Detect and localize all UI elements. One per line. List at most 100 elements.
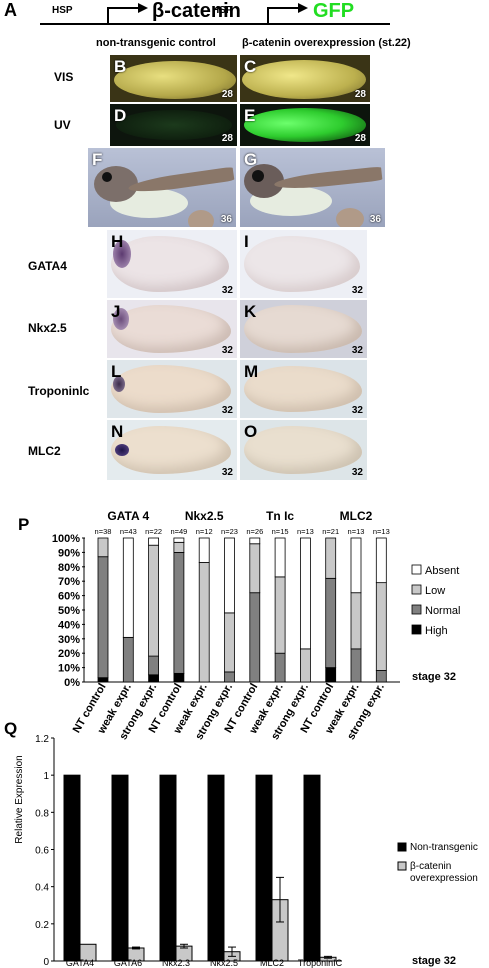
stage-label-e: 28 bbox=[354, 133, 366, 144]
panel-letter-h: H bbox=[111, 232, 124, 251]
panel-l-troponin-control: L 32 bbox=[107, 360, 237, 418]
stage-label-l: 32 bbox=[221, 405, 233, 416]
row-label-vis: VIS bbox=[54, 70, 74, 84]
p-bar-segment bbox=[148, 655, 160, 676]
row-label-nkx25: Nkx2.5 bbox=[28, 321, 67, 335]
panel-letter-a: A bbox=[4, 0, 17, 20]
p-bar-segment bbox=[97, 537, 109, 558]
p-bar-segment bbox=[97, 556, 109, 679]
p-bar-segment bbox=[249, 543, 261, 594]
p-ytick-label: 90% bbox=[58, 547, 80, 559]
p-bar-segment bbox=[198, 537, 210, 563]
p-n-label: n=43 bbox=[120, 527, 137, 536]
p-bar-segment bbox=[274, 652, 286, 683]
q-category-label: Nkx2.5 bbox=[210, 958, 238, 968]
panel-letter-j: J bbox=[111, 302, 121, 321]
column-header-control: non-transgenic control bbox=[96, 37, 216, 49]
p-bar-segment bbox=[173, 672, 185, 683]
q-legend-swatch bbox=[397, 861, 407, 871]
stage-label-b: 28 bbox=[221, 89, 233, 100]
p-n-label: n=49 bbox=[170, 527, 187, 536]
stage-label-o: 32 bbox=[351, 467, 363, 478]
p-group-title: GATA 4 bbox=[107, 509, 149, 523]
p-n-label: n=21 bbox=[322, 527, 339, 536]
stage-label-j: 32 bbox=[221, 345, 233, 356]
p-legend-label: Low bbox=[425, 585, 445, 597]
q-category-label: GATA6 bbox=[114, 958, 142, 968]
p-n-label: n=23 bbox=[221, 527, 238, 536]
q-ytick-label: 0.2 bbox=[35, 920, 49, 931]
q-bar-nontransgenic bbox=[207, 774, 225, 962]
p-n-label: n=12 bbox=[196, 527, 213, 536]
p-group-title: Nkx2.5 bbox=[185, 509, 224, 523]
p-bar-segment bbox=[198, 562, 210, 683]
panel-e-uv-overexpression: E 28 bbox=[240, 104, 370, 146]
p-ytick-label: 0% bbox=[64, 677, 80, 689]
row-label-troponin: Troponinlc bbox=[28, 384, 90, 398]
panel-letter-b: B bbox=[114, 57, 127, 76]
p-bar-segment bbox=[173, 537, 185, 543]
p-bar-segment bbox=[325, 667, 337, 683]
p-bar-segment bbox=[148, 674, 160, 683]
p-bar-segment bbox=[299, 648, 311, 683]
p-legend-label: High bbox=[425, 625, 448, 637]
p-n-label: n=22 bbox=[145, 527, 162, 536]
panel-letter-l: L bbox=[111, 362, 122, 381]
p-bar-segment bbox=[350, 537, 362, 594]
panel-j-nkx25-control: J 32 bbox=[107, 300, 237, 358]
stage-label-i: 32 bbox=[351, 285, 363, 296]
panel-c-vis-overexpression: C 28 bbox=[240, 55, 370, 102]
p-ytick-label: 100% bbox=[52, 533, 80, 545]
panel-letter-e: E bbox=[244, 106, 256, 125]
p-ytick-label: 30% bbox=[58, 634, 80, 646]
panel-letter-i: I bbox=[244, 232, 249, 251]
p-bar-segment bbox=[173, 541, 185, 553]
panel-letter-d: D bbox=[114, 106, 127, 125]
p-group-title: Tn Ic bbox=[266, 509, 294, 523]
p-legend-label: Normal bbox=[425, 605, 460, 617]
q-ytick-label: 0 bbox=[43, 957, 49, 968]
construct-lines bbox=[40, 3, 390, 25]
column-header-overexpression: β-catenin overexpression (st.22) bbox=[242, 37, 411, 49]
stage-label-k: 32 bbox=[351, 345, 363, 356]
p-bar-segment bbox=[249, 592, 261, 683]
p-bar-segment bbox=[224, 671, 235, 683]
panel-letter-q: Q bbox=[4, 719, 17, 738]
p-bar-segment bbox=[350, 648, 362, 683]
p-ytick-label: 50% bbox=[58, 605, 80, 617]
panel-letter-n: N bbox=[111, 422, 124, 441]
p-bar-segment bbox=[375, 582, 387, 671]
panel-b-vis-control: B 28 bbox=[110, 55, 237, 102]
q-legend-label: β-catenin bbox=[410, 861, 451, 872]
promoter-label-2: HSP bbox=[212, 5, 233, 16]
panel-m-troponin-overexpression: M 32 bbox=[240, 360, 367, 418]
q-bar-nontransgenic bbox=[159, 774, 177, 962]
q-bar-nontransgenic bbox=[255, 774, 273, 962]
stage-label-h: 32 bbox=[221, 285, 233, 296]
panel-letter-g: G bbox=[244, 150, 258, 169]
stage-label-c: 28 bbox=[354, 89, 366, 100]
p-bar-segment bbox=[224, 537, 235, 614]
panel-letter-c: C bbox=[244, 57, 257, 76]
p-bar-segment bbox=[325, 537, 337, 579]
p-legend-swatch bbox=[411, 604, 422, 615]
panel-i-gata4-overexpression: I 32 bbox=[240, 230, 367, 298]
p-n-label: n=13 bbox=[348, 527, 365, 536]
p-bar-segment bbox=[122, 636, 134, 683]
stage-label-f: 36 bbox=[220, 214, 232, 225]
p-bar-segment bbox=[122, 537, 134, 638]
p-stage-annotation: stage 32 bbox=[412, 671, 456, 683]
p-legend-label: Absent bbox=[425, 565, 459, 577]
panel-g-tadpole-overexpression: G 36 bbox=[240, 148, 385, 227]
row-label-uv: UV bbox=[54, 118, 71, 132]
q-bar-overexpression bbox=[79, 943, 97, 962]
row-label-gata4: GATA4 bbox=[28, 259, 67, 273]
stage-label-g: 36 bbox=[369, 214, 381, 225]
q-legend-swatch bbox=[397, 842, 407, 852]
p-bar-segment bbox=[325, 577, 337, 668]
promoter-label-1: HSP bbox=[52, 5, 73, 16]
p-legend-swatch bbox=[411, 564, 422, 575]
reporter-label: GFP bbox=[313, 0, 355, 22]
p-ytick-label: 60% bbox=[58, 591, 80, 603]
p-legend-swatch bbox=[411, 624, 422, 635]
